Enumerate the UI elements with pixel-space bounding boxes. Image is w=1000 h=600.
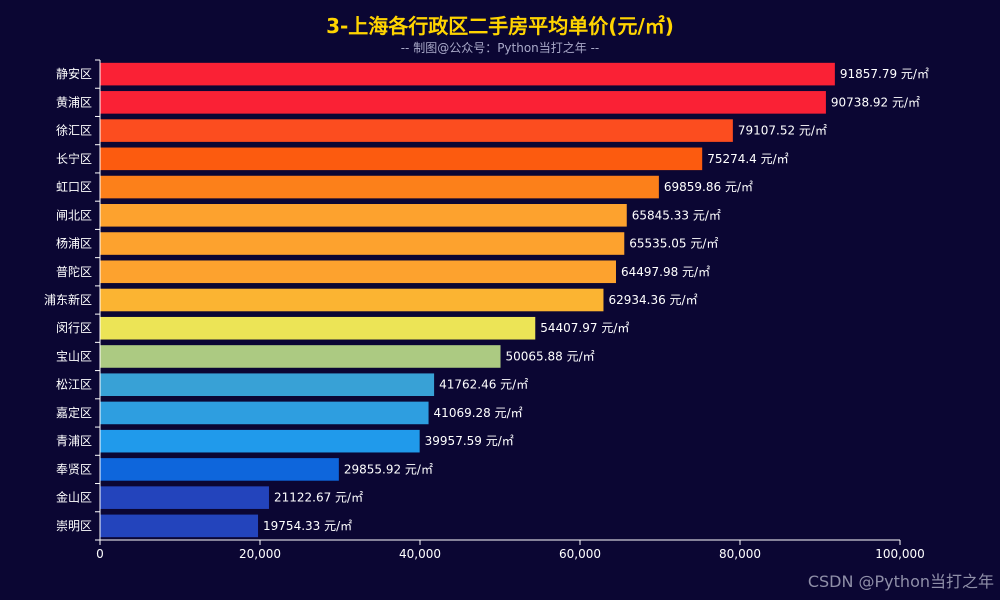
y-tick-label: 宝山区 xyxy=(56,349,92,363)
x-tick-label: 80,000 xyxy=(719,547,761,561)
value-label: 19754.33 元/㎡ xyxy=(263,519,352,533)
bar-7[interactable] xyxy=(100,232,625,255)
value-label: 69859.86 元/㎡ xyxy=(664,180,753,194)
bar-8[interactable] xyxy=(100,260,616,284)
watermark: CSDN @Python当打之年 xyxy=(807,572,994,591)
y-tick-label: 崇明区 xyxy=(56,519,92,533)
bar-4[interactable] xyxy=(100,147,703,171)
value-label: 65535.05 元/㎡ xyxy=(629,237,718,251)
value-label: 64497.98 元/㎡ xyxy=(621,265,710,279)
value-label: 29855.92 元/㎡ xyxy=(344,462,433,476)
y-tick-label: 奉贤区 xyxy=(56,462,92,476)
bar-5[interactable] xyxy=(100,175,659,199)
x-tick-label: 0 xyxy=(96,547,104,561)
bar-12[interactable] xyxy=(100,373,435,396)
value-label: 91857.79 元/㎡ xyxy=(840,67,929,81)
value-label: 21122.67 元/㎡ xyxy=(274,491,363,505)
y-tick-label: 普陀区 xyxy=(56,264,92,279)
y-tick-label: 浦东新区 xyxy=(44,292,92,307)
chart-title: 3-上海各行政区二手房平均单价(元/㎡) xyxy=(326,14,674,38)
value-label: 41762.46 元/㎡ xyxy=(439,378,528,392)
bar-11[interactable] xyxy=(100,345,501,368)
y-tick-label: 长宁区 xyxy=(56,151,92,166)
bar-17[interactable] xyxy=(100,514,259,538)
bar-1[interactable] xyxy=(100,62,835,86)
y-tick-label: 嘉定区 xyxy=(56,405,92,420)
bar-13[interactable] xyxy=(100,401,429,425)
y-tick-label: 松江区 xyxy=(56,378,92,392)
value-label: 79107.52 元/㎡ xyxy=(738,124,827,138)
y-tick-label: 黄浦区 xyxy=(56,95,92,109)
value-label: 65845.33 元/㎡ xyxy=(632,208,721,222)
x-tick-label: 40,000 xyxy=(399,547,441,561)
value-label: 62934.36 元/㎡ xyxy=(608,293,697,307)
value-label: 39957.59 元/㎡ xyxy=(425,434,514,448)
x-tick-label: 60,000 xyxy=(559,547,601,561)
y-tick-label: 杨浦区 xyxy=(56,236,92,251)
bar-9[interactable] xyxy=(100,288,604,312)
value-label: 75274.4 元/㎡ xyxy=(707,152,788,166)
bar-10[interactable] xyxy=(100,316,536,340)
bar-3[interactable] xyxy=(100,119,733,142)
y-tick-label: 闵行区 xyxy=(56,320,92,335)
bar-15[interactable] xyxy=(100,458,339,481)
y-tick-label: 青浦区 xyxy=(56,434,92,448)
x-tick-label: 20,000 xyxy=(239,547,281,561)
chart-subtitle: -- 制图@公众号：Python当打之年 -- xyxy=(400,41,600,55)
y-tick-label: 徐汇区 xyxy=(56,123,92,138)
bar-6[interactable] xyxy=(100,204,627,227)
bar-2[interactable] xyxy=(100,91,826,114)
bar-14[interactable] xyxy=(100,429,420,453)
y-tick-label: 静安区 xyxy=(56,66,92,81)
value-label: 54407.97 元/㎡ xyxy=(540,321,629,335)
value-label: 90738.92 元/㎡ xyxy=(831,95,920,109)
y-tick-label: 闸北区 xyxy=(56,208,92,222)
value-label: 50065.88 元/㎡ xyxy=(506,349,595,363)
value-label: 41069.28 元/㎡ xyxy=(434,406,523,420)
x-tick-label: 100,000 xyxy=(875,547,925,561)
bar-16[interactable] xyxy=(100,486,269,509)
y-tick-label: 金山区 xyxy=(56,490,92,505)
y-tick-label: 虹口区 xyxy=(56,180,92,194)
